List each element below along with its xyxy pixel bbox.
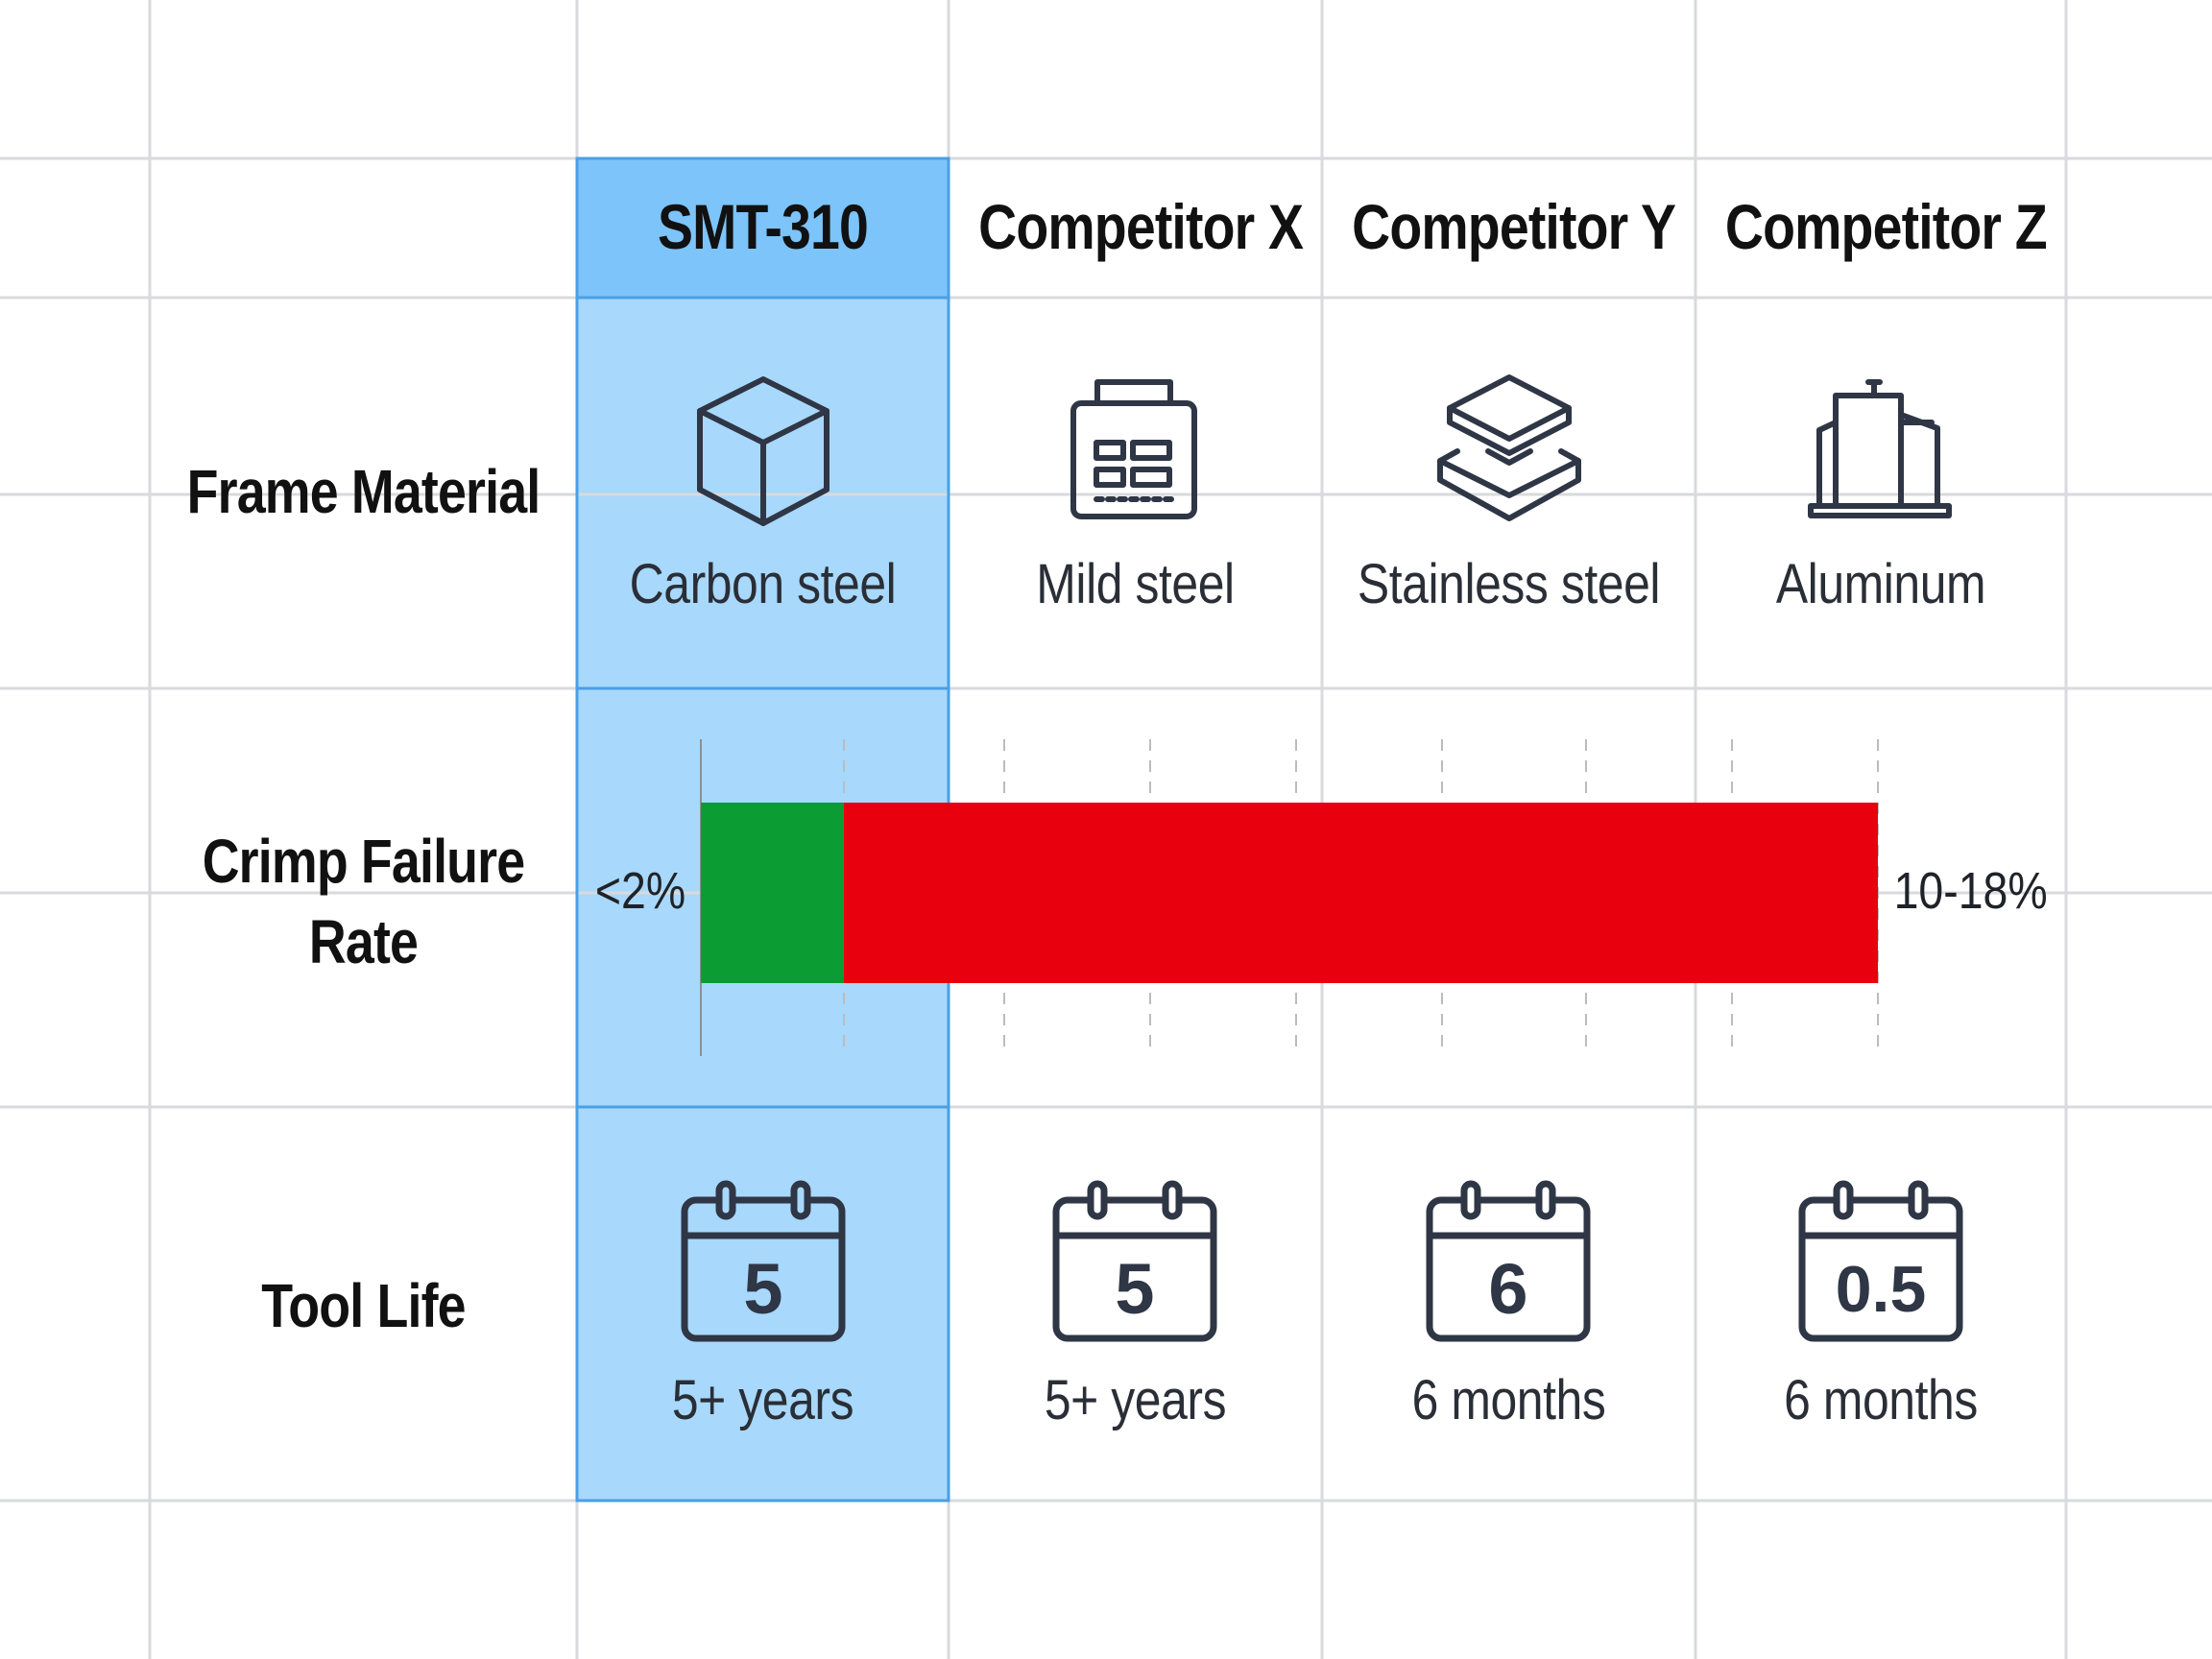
low-failure-bar xyxy=(701,803,844,983)
column-header-competitor-z: Competitor Z xyxy=(1724,191,2048,262)
calendar-icon xyxy=(1798,1180,1963,1342)
calendar-number: 5 xyxy=(743,1249,782,1329)
calendar-icon xyxy=(1426,1180,1591,1342)
highlight-column-header xyxy=(577,158,949,298)
row-label-tool-life: Tool Life xyxy=(261,1271,466,1340)
tool-life-value: 6 months xyxy=(1784,1369,1978,1431)
calendar-icon xyxy=(681,1180,846,1342)
column-header-competitor-x: Competitor X xyxy=(978,191,1304,262)
crimp-high-label: 10-18% xyxy=(1893,862,2048,920)
crimp-low-label: <2% xyxy=(594,862,686,920)
frame-material-value: Carbon steel xyxy=(629,553,897,615)
crimp-failure-chart xyxy=(700,739,1879,1056)
column-header-competitor-y: Competitor Y xyxy=(1352,191,1676,262)
row-label-frame-material: Frame Material xyxy=(186,457,541,526)
calendar-number: 6 xyxy=(1488,1249,1527,1329)
high-failure-bar xyxy=(844,803,1878,983)
calendar-number: 5 xyxy=(1115,1249,1154,1329)
row-label-crimp-line1: Crimp Failure xyxy=(202,827,525,896)
building-panel-icon xyxy=(1070,379,1197,519)
frame-material-value: Aluminum xyxy=(1775,553,1986,615)
row-label-crimp-line2: Rate xyxy=(308,907,419,976)
calendar-number: 0.5 xyxy=(1836,1253,1927,1326)
box-icon xyxy=(697,376,830,526)
column-header-smt-310: SMT-310 xyxy=(657,191,869,262)
tool-life-value: 6 months xyxy=(1411,1369,1606,1431)
frame-material-value: Stainless steel xyxy=(1357,553,1661,615)
calendar-icon xyxy=(1052,1180,1217,1342)
frame-material-value: Mild steel xyxy=(1036,553,1235,615)
tool-life-value: 5+ years xyxy=(671,1369,854,1431)
tool-life-value: 5+ years xyxy=(1044,1369,1227,1431)
row-label-crimp-failure-rate: Crimp Failure Rate xyxy=(184,821,543,982)
stacked-layers-icon xyxy=(1437,374,1581,521)
factory-building-icon xyxy=(1808,379,1952,518)
